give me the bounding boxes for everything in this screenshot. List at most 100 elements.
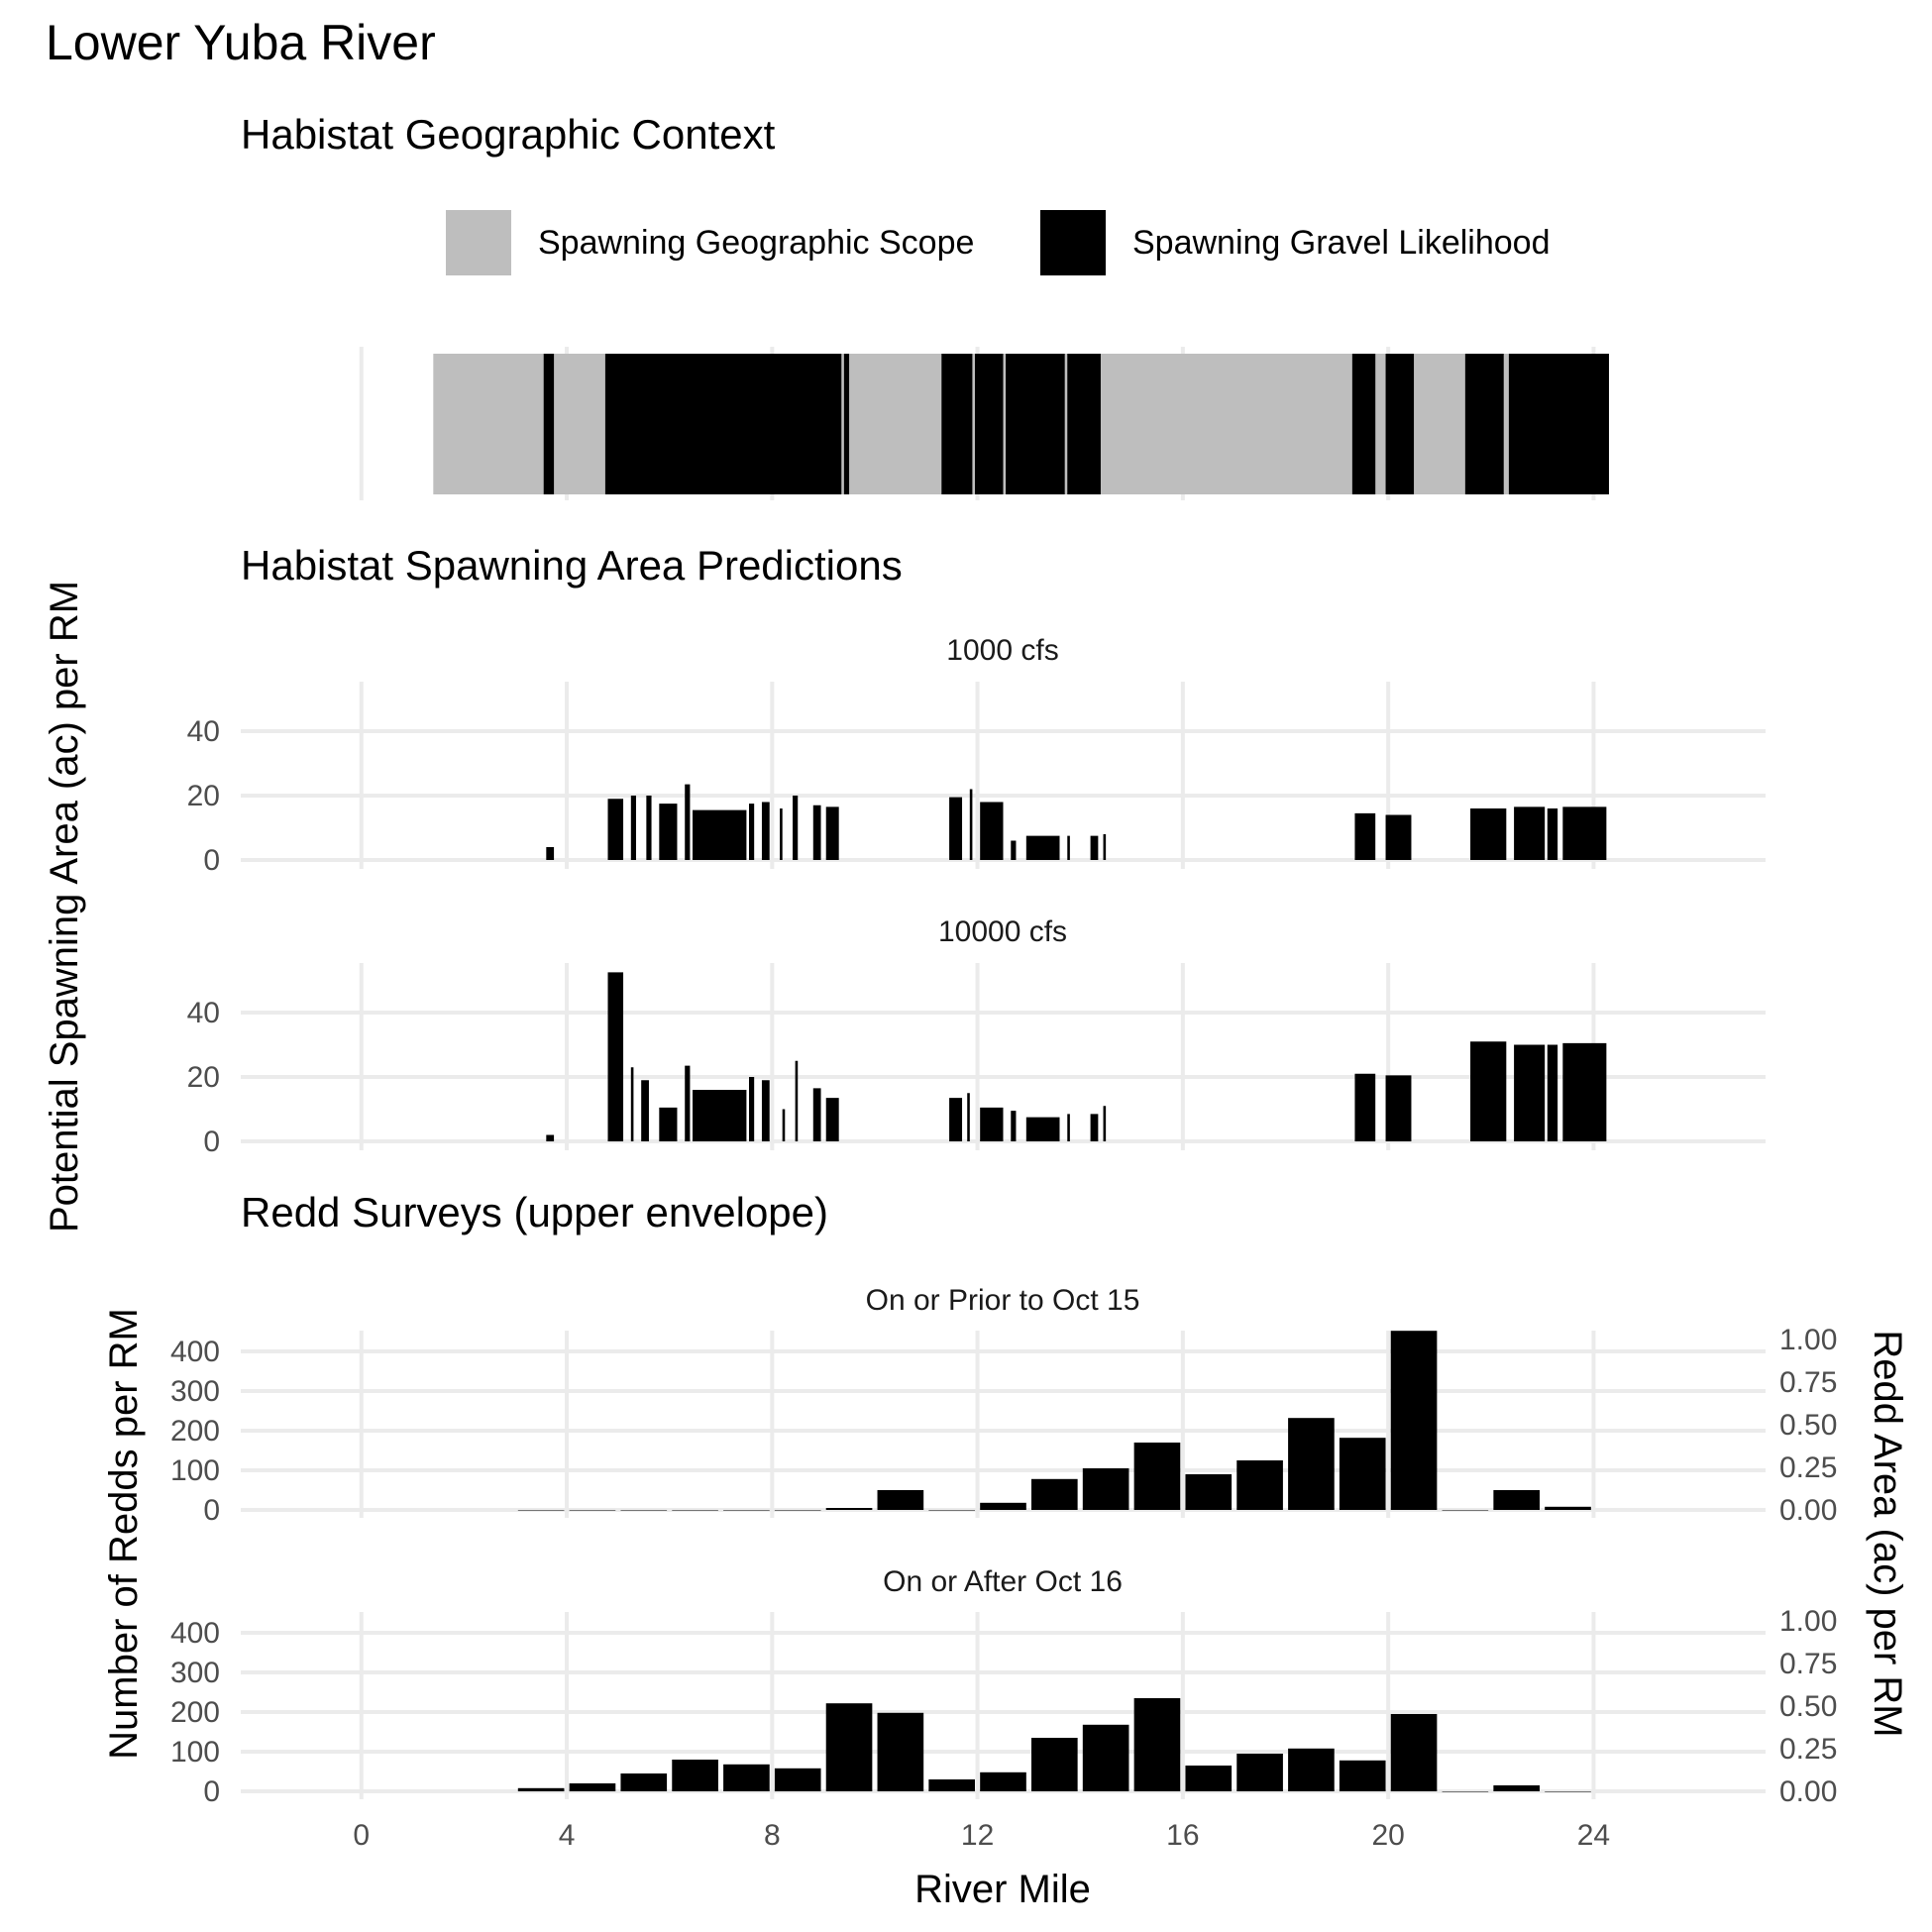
bar (1339, 1760, 1386, 1791)
geo-gravel-segment (1067, 354, 1101, 494)
bar (607, 972, 624, 1141)
bar (812, 805, 821, 860)
y-tick-label: 200 (170, 1696, 220, 1729)
panel-title-prior-oct15: On or Prior to Oct 15 (866, 1284, 1140, 1317)
bar (1133, 1443, 1181, 1510)
y-tick-label: 400 (170, 1617, 220, 1650)
bar (761, 1080, 770, 1141)
bar (793, 796, 799, 860)
geo-subtitle: Habistat Geographic Context (241, 111, 776, 158)
bar (693, 1090, 747, 1141)
bar (1547, 808, 1558, 860)
panel-title-1000cfs: 1000 cfs (946, 634, 1058, 667)
x-tick-label: 12 (961, 1819, 994, 1852)
bar (1562, 806, 1607, 860)
bar (693, 809, 747, 860)
bar (877, 1712, 924, 1791)
bar (546, 1134, 555, 1141)
bar (646, 796, 652, 860)
bar (607, 799, 624, 860)
geo-gravel-segment (1508, 354, 1609, 494)
x-tick-label: 4 (559, 1819, 576, 1852)
bar (795, 1060, 799, 1141)
bar (967, 1093, 970, 1141)
y-tick-label: 100 (170, 1736, 220, 1769)
bar (1514, 1044, 1546, 1141)
geo-legend: Spawning Geographic Scope Spawning Grave… (446, 210, 1550, 275)
bar (780, 808, 783, 860)
x-tick-label: 8 (764, 1819, 781, 1852)
bar (569, 1510, 616, 1511)
legend-label-gravel: Spawning Gravel Likelihood (1132, 224, 1550, 262)
bar (659, 1107, 678, 1141)
bar (949, 1098, 963, 1141)
geo-gravel-segment (843, 354, 850, 494)
y-tick-label: 20 (187, 1061, 220, 1094)
y-tick-label: 400 (170, 1336, 220, 1368)
bar (1031, 1478, 1078, 1510)
bar (1185, 1766, 1233, 1791)
bar (1442, 1510, 1489, 1511)
bar (620, 1773, 668, 1791)
bar (685, 1065, 691, 1141)
bar (672, 1510, 718, 1511)
geo-gravel-segment (1464, 354, 1504, 494)
bar (630, 1067, 634, 1141)
bar (825, 1098, 839, 1141)
panel-title-after-oct16: On or After Oct 16 (883, 1565, 1123, 1598)
geo-gravel-segment (543, 354, 555, 494)
bar (1493, 1785, 1540, 1791)
y2-tick-label: 0.75 (1779, 1366, 1837, 1399)
bar (1470, 1041, 1507, 1141)
bar (641, 1080, 649, 1141)
bar (723, 1764, 770, 1791)
figure-title: Lower Yuba River (46, 15, 436, 70)
bar (812, 1088, 821, 1141)
bar (1031, 1738, 1078, 1791)
bar (1082, 1468, 1129, 1510)
bar (1103, 1106, 1107, 1141)
bar (1339, 1438, 1386, 1510)
y-tick-label: 300 (170, 1657, 220, 1689)
y2-tick-label: 0.50 (1779, 1690, 1837, 1723)
x-tick-label: 20 (1371, 1819, 1404, 1852)
bar (980, 802, 1004, 860)
geo-gravel-segment (604, 354, 842, 494)
bar (1090, 1114, 1099, 1141)
y2-tick-label: 0.75 (1779, 1648, 1837, 1680)
y2-tick-label: 0.25 (1779, 1451, 1837, 1484)
bar (1067, 835, 1070, 860)
bar (1288, 1418, 1335, 1510)
y-tick-label: 0 (203, 1775, 220, 1808)
bar (1082, 1724, 1129, 1791)
y-tick-label: 100 (170, 1454, 220, 1487)
bar (723, 1510, 770, 1511)
geo-gravel-segment (1385, 354, 1415, 494)
pred-y-axis-label: Potential Spawning Area (ac) per RM (43, 581, 86, 1233)
bar (782, 1109, 786, 1141)
bar (1236, 1754, 1283, 1791)
bar (825, 1703, 873, 1791)
geo-gravel-segment (941, 354, 973, 494)
y-tick-label: 0 (203, 1126, 220, 1158)
bar (1011, 1111, 1017, 1141)
bar (825, 806, 839, 860)
bar (1442, 1791, 1489, 1792)
geo-strip (433, 354, 1609, 494)
bar (1067, 1114, 1070, 1141)
bar (1545, 1506, 1591, 1510)
y2-tick-label: 1.00 (1779, 1324, 1837, 1356)
y2-tick-label: 1.00 (1779, 1605, 1837, 1638)
bar (1185, 1474, 1233, 1510)
bar (928, 1779, 975, 1791)
bar (1236, 1460, 1283, 1510)
bar (1390, 1331, 1438, 1510)
y-tick-label: 0 (203, 1494, 220, 1527)
y2-tick-label: 0.00 (1779, 1494, 1837, 1527)
bar (980, 1107, 1004, 1141)
panel-1000cfs: 0 20 40 (187, 682, 1766, 877)
bar (685, 784, 691, 860)
bar (1562, 1042, 1607, 1141)
bar (1545, 1791, 1591, 1792)
pred-subtitle: Habistat Spawning Area Predictions (241, 542, 903, 589)
